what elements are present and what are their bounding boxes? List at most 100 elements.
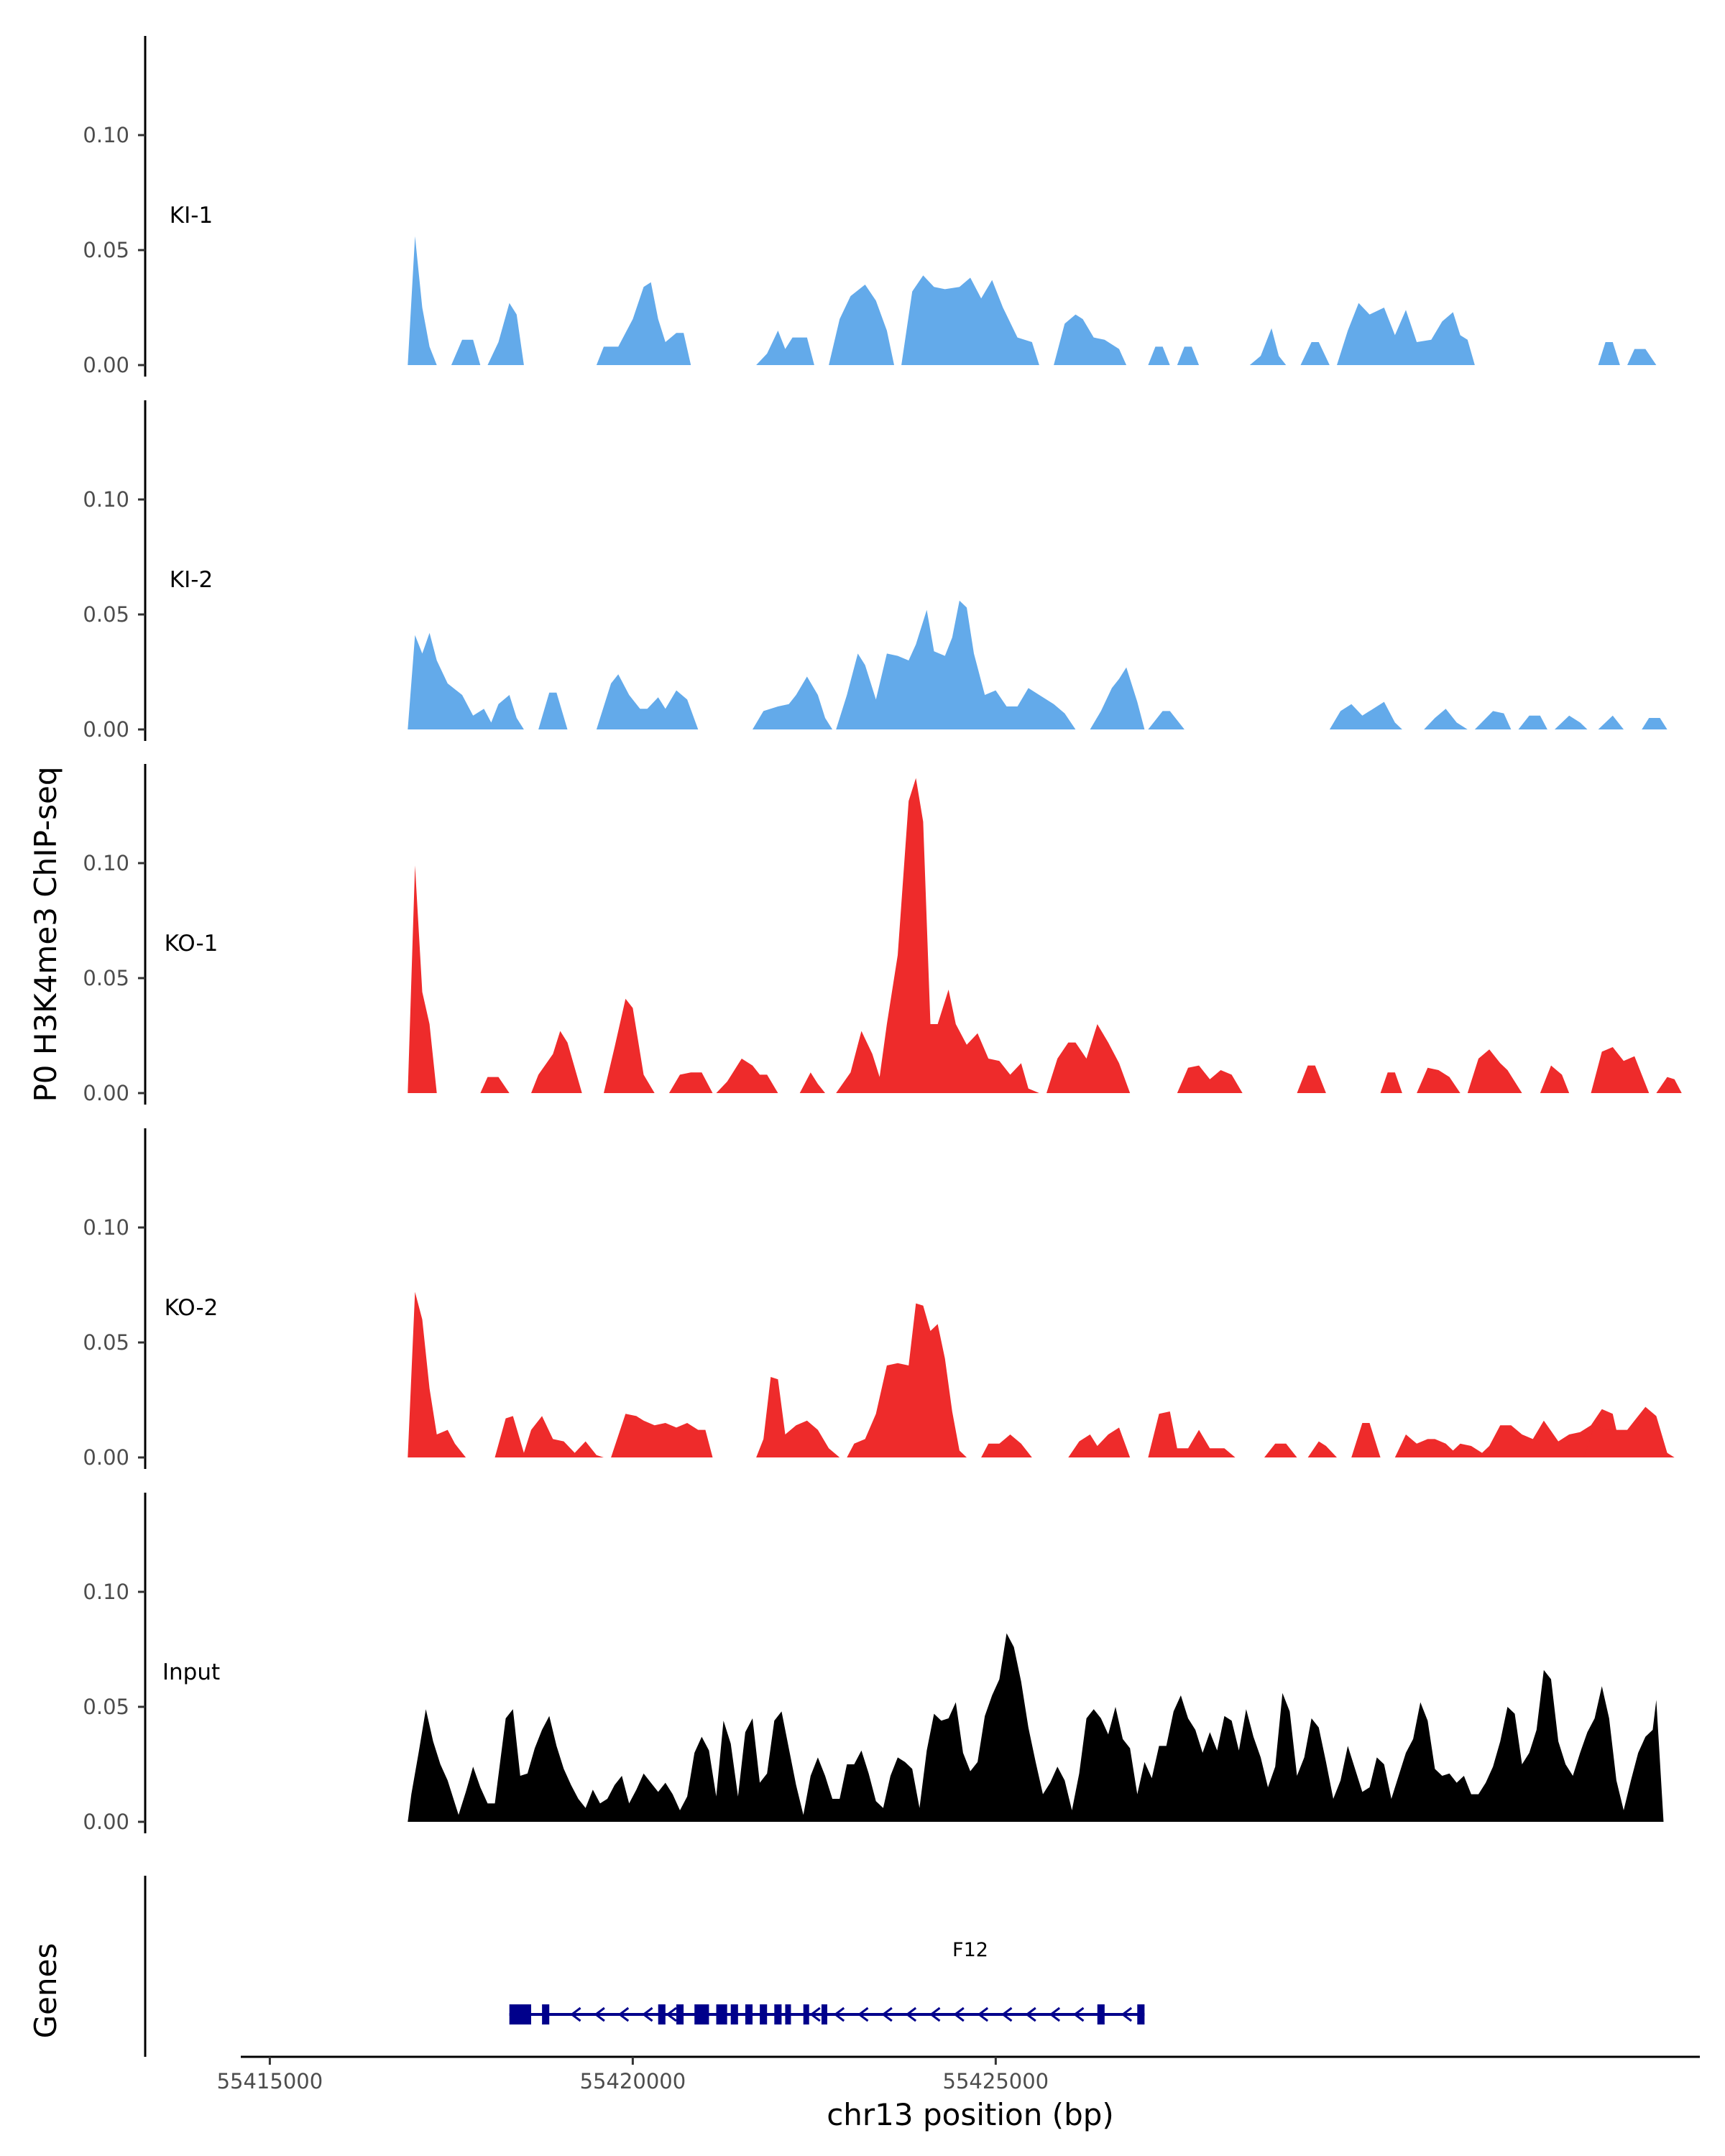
y-tick-label: 0.00: [83, 353, 129, 377]
coverage-area: [847, 1303, 967, 1457]
track-label: KI-1: [170, 203, 213, 229]
coverage-area: [1249, 328, 1287, 365]
gene-exon: [745, 2004, 753, 2024]
coverage-area: [1148, 1411, 1236, 1457]
coverage-area: [1474, 711, 1512, 729]
y-tick-label: 0.05: [83, 966, 129, 990]
coverage-area: [1417, 1067, 1460, 1093]
track-label: KI-2: [170, 567, 213, 593]
coverage-area: [829, 285, 894, 365]
coverage-area: [487, 303, 524, 365]
coverage-area: [408, 865, 437, 1093]
strand-arrow: [905, 2007, 917, 2022]
y-tick-label: 0.10: [83, 851, 129, 875]
coverage-area: [408, 236, 437, 365]
gene-panel-title: Genes: [28, 1943, 63, 2039]
coverage-area: [1177, 1065, 1243, 1093]
y-tick-label: 0.00: [83, 1081, 129, 1105]
track-ki-1: 0.00 0.05 0.10 KI-1: [83, 36, 1657, 377]
strand-arrow: [594, 2007, 605, 2022]
gene-exon: [821, 2004, 827, 2024]
track-ki-2: 0.00 0.05 0.10 KI-2: [83, 400, 1668, 742]
strand-arrow: [666, 2007, 677, 2022]
y-tick-label: 0.05: [83, 238, 129, 262]
coverage-area: [836, 600, 1076, 729]
coverage-area: [1598, 715, 1624, 729]
coverage-area: [1148, 346, 1170, 365]
gene-exon: [774, 2004, 782, 2024]
y-tick-label: 0.05: [83, 1695, 129, 1719]
strand-arrow: [977, 2007, 989, 2022]
strand-arrow: [809, 2007, 821, 2022]
coverage-area: [901, 275, 1039, 365]
gene-exon: [716, 2004, 727, 2024]
coverage-area: [756, 331, 814, 365]
coverage-area: [1598, 342, 1620, 365]
coverage-area: [1583, 1406, 1675, 1457]
strand-arrow: [617, 2007, 630, 2022]
strand-arrow: [642, 2007, 653, 2022]
coverage-area: [1467, 1049, 1522, 1093]
coverage-area: [1380, 1072, 1402, 1093]
track-label: KO-1: [165, 931, 218, 957]
coverage-area: [611, 1414, 713, 1457]
coverage-area: [1329, 701, 1402, 729]
track-input: 0.00 0.05 0.10 Input: [83, 1493, 1664, 1834]
coverage-area: [1337, 303, 1475, 365]
coverage-area: [408, 1291, 466, 1457]
gene-exon: [694, 2004, 709, 2024]
coverage-area: [1307, 1441, 1337, 1457]
x-axis-title: chr13 position (bp): [827, 2097, 1114, 2132]
y-tick-label: 0.10: [83, 487, 129, 512]
coverage-area: [596, 674, 699, 729]
coverage-area: [799, 1072, 825, 1093]
y-tick-label: 0.00: [83, 717, 129, 742]
track-ko-1: 0.00 0.05 0.10 KO-1: [83, 764, 1682, 1105]
strand-arrow: [953, 2007, 965, 2022]
coverage-area: [596, 282, 691, 365]
strand-arrow: [1049, 2007, 1061, 2022]
x-axis: 55415000 55420000 55425000: [217, 2055, 1700, 2093]
coverage-area: [716, 1059, 778, 1093]
strand-arrow: [1025, 2007, 1036, 2022]
gene-exon: [1137, 2004, 1145, 2024]
y-tick-label: 0.10: [83, 123, 129, 147]
x-tick-label: 55420000: [580, 2069, 686, 2093]
strand-arrow: [570, 2007, 581, 2022]
coverage-area: [1656, 1077, 1682, 1093]
coverage-area: [494, 1416, 604, 1457]
strand-arrow: [1121, 2007, 1133, 2022]
coverage-area: [1627, 349, 1657, 365]
coverage-area: [1591, 1047, 1650, 1093]
gene-exon: [803, 2004, 809, 2024]
coverage-area: [1054, 314, 1127, 365]
gene-exon: [760, 2004, 768, 2024]
gene-exon: [542, 2004, 550, 2024]
coverage-area: [451, 339, 481, 365]
coverage-area: [1642, 718, 1668, 729]
coverage-area: [1046, 1024, 1131, 1093]
track-ko-2: 0.00 0.05 0.10 KO-2: [83, 1128, 1675, 1470]
coverage-area: [1540, 1065, 1570, 1093]
coverage-area: [1297, 1065, 1326, 1093]
coverage-area: [1555, 715, 1588, 729]
x-tick-label: 55415000: [217, 2069, 323, 2093]
coverage-area: [480, 1077, 510, 1093]
coverage-area: [981, 1434, 1032, 1457]
coverage-area: [1090, 667, 1145, 729]
coverage-area: [1148, 711, 1184, 729]
coverage-area: [1300, 342, 1330, 365]
gene-exon: [509, 2004, 531, 2024]
gene-exon: [658, 2004, 666, 2024]
coverage-area: [408, 1633, 1664, 1822]
coverage-area: [531, 1031, 582, 1093]
coverage-area: [756, 1377, 840, 1457]
coverage-area: [836, 778, 1039, 1093]
coverage-area: [753, 676, 833, 729]
coverage-area: [538, 692, 568, 729]
coverage-area: [1351, 1423, 1381, 1457]
track-label: KO-2: [165, 1295, 218, 1321]
gene-exon: [1097, 2004, 1105, 2024]
gene-exon: [676, 2004, 684, 2024]
coverage-area: [1068, 1427, 1131, 1457]
